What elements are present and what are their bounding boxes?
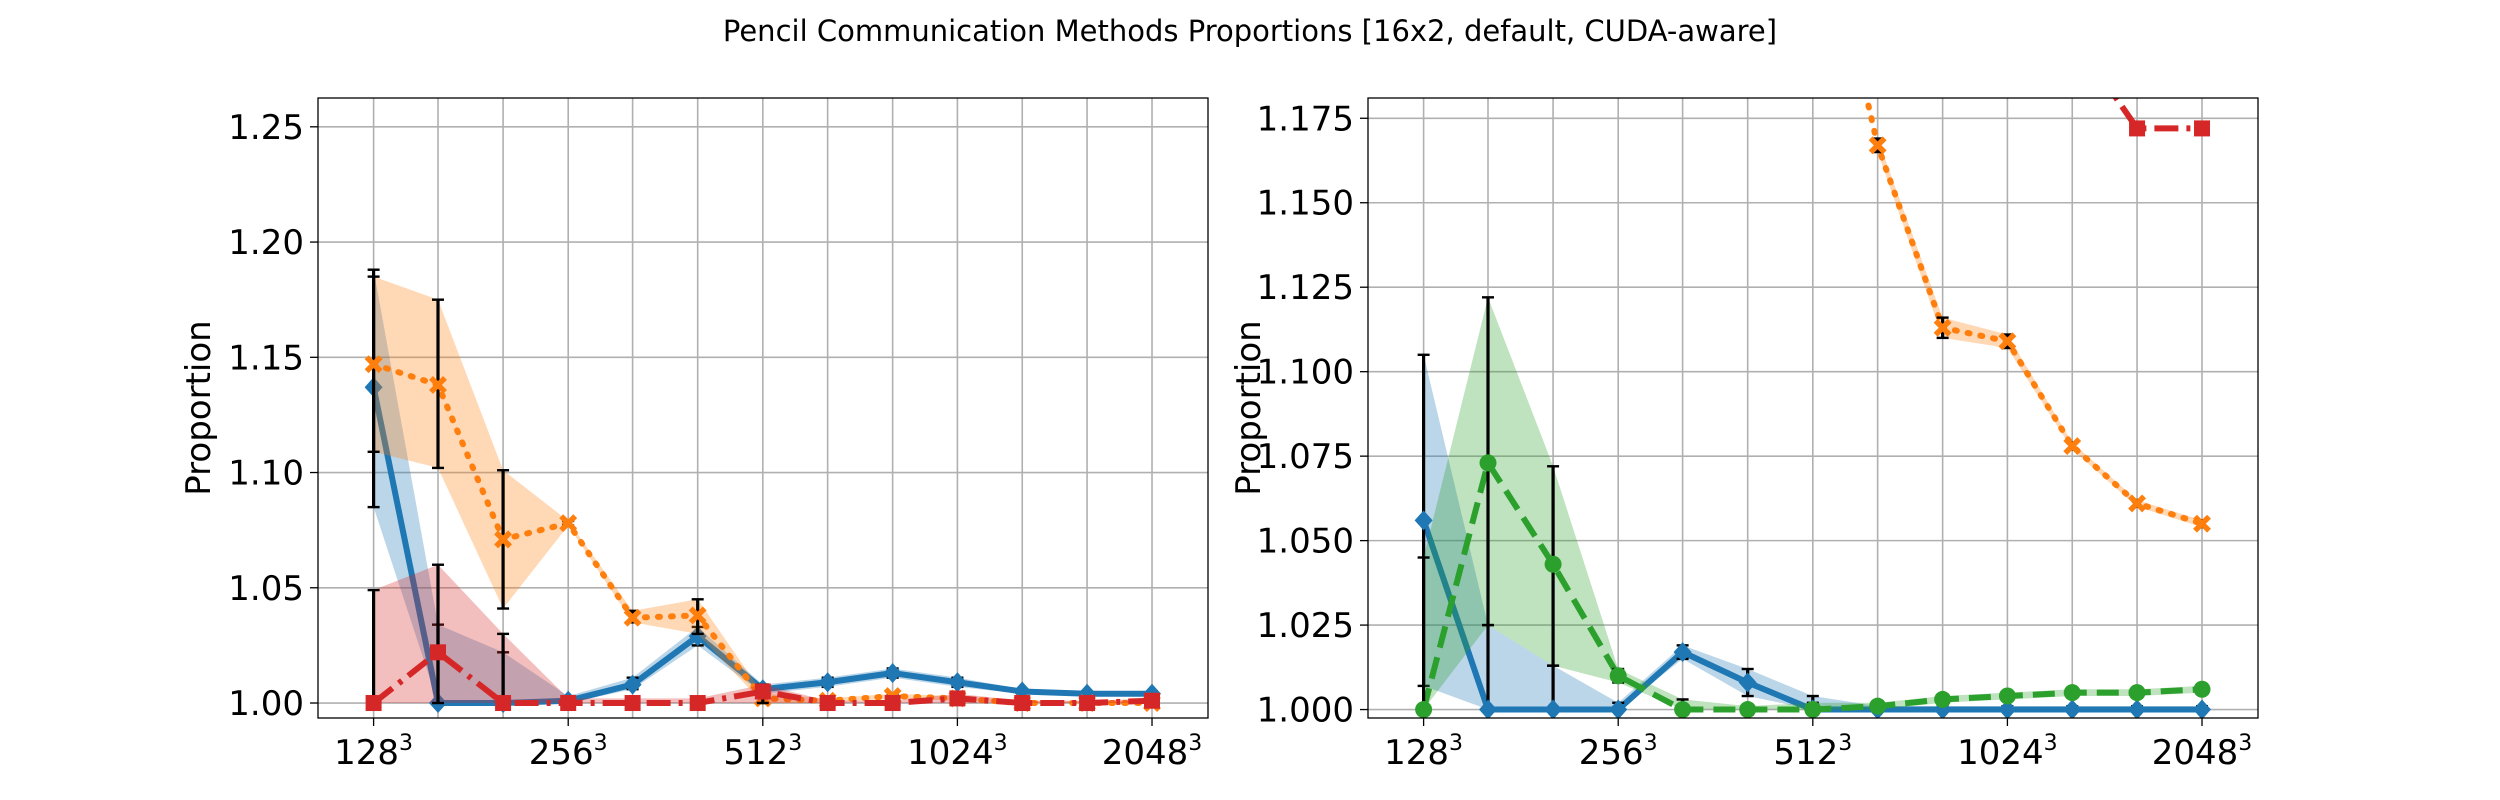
marker-diamond (2063, 699, 2082, 718)
y-tick-label: 1.05 (228, 569, 304, 609)
marker-circle (1869, 697, 1887, 715)
marker-x (364, 355, 383, 374)
marker-diamond (2193, 699, 2212, 718)
marker-diamond (1544, 699, 1563, 718)
marker-circle (2128, 684, 2146, 702)
y-tick-label: 1.125 (1257, 268, 1354, 308)
marker-square (624, 695, 641, 712)
right-panel: 1.000 1.025 1.050 1.075 1.100 1.125 1.150 1.175… (1229, 97, 2259, 773)
band-orange (1877, 138, 2203, 528)
series-red (365, 563, 1161, 712)
marker-x (2128, 494, 2147, 513)
marker-diamond (1738, 672, 1757, 693)
marker-x (1998, 332, 2017, 351)
y-tick-label: 1.25 (228, 108, 304, 148)
marker-circle (2063, 684, 2081, 702)
marker-square (560, 695, 577, 712)
x-tick-label: 5123 (1773, 731, 1852, 773)
marker-x (688, 606, 707, 625)
marker-x (623, 608, 642, 627)
y-tick-label: 1.100 (1257, 353, 1354, 393)
x-tick-label: 10243 (1957, 731, 2058, 773)
x-tick-label: 1283 (334, 731, 413, 773)
marker-square (1144, 692, 1161, 709)
marker-diamond (948, 672, 967, 693)
y-tick-label: 1.050 (1257, 522, 1354, 562)
marker-x (494, 530, 513, 549)
x-tick-label: 20483 (2152, 731, 2253, 773)
marker-circle (1674, 701, 1692, 718)
x-tick-label: 2563 (1579, 731, 1658, 773)
marker-diamond (2128, 699, 2147, 718)
marker-circle (1609, 667, 1627, 685)
marker-square (2129, 120, 2146, 137)
marker-x (2193, 514, 2211, 533)
marker-square (495, 695, 512, 712)
marker-diamond (623, 674, 642, 695)
figure-title: Pencil Communication Methods Proportions… (722, 14, 1778, 48)
band-green (1423, 297, 2203, 710)
marker-square (1079, 695, 1096, 712)
series-red (2112, 98, 2211, 137)
y-axis-label: Proportion (179, 320, 219, 495)
marker-square (884, 695, 901, 712)
marker-square (2194, 120, 2211, 137)
y-tick-label: 1.10 (228, 454, 304, 494)
y-tick-label: 1.075 (1257, 437, 1354, 477)
marker-circle (1739, 701, 1757, 718)
series-green (1415, 296, 2211, 718)
marker-diamond (883, 663, 902, 684)
y-tick-label: 1.00 (228, 684, 304, 724)
error-bar (432, 563, 445, 705)
marker-square (430, 644, 447, 661)
y-tick-label: 1.15 (228, 338, 304, 378)
y-axis-label: Proportion (1229, 320, 1269, 495)
marker-x (1933, 318, 1952, 337)
marker-diamond (1414, 510, 1433, 531)
marker-circle (1998, 687, 2016, 705)
y-tick-label: 1.175 (1257, 99, 1354, 139)
marker-x (429, 376, 447, 394)
x-tick-label: 2563 (529, 731, 608, 773)
marker-diamond (688, 626, 707, 647)
marker-circle (1479, 454, 1497, 472)
marker-x (2063, 437, 2082, 455)
y-tick-label: 1.000 (1257, 691, 1354, 731)
marker-x (1868, 136, 1887, 155)
y-tick-label: 1.150 (1257, 184, 1354, 224)
y-tick-label: 1.20 (228, 223, 304, 263)
marker-diamond (1933, 699, 1952, 718)
marker-x (559, 514, 578, 533)
y-tick-label: 1.025 (1257, 606, 1354, 646)
x-tick-label: 10243 (907, 731, 1008, 773)
plot-area (1414, 98, 2212, 718)
marker-diamond (1673, 642, 1692, 663)
marker-circle (1934, 690, 1952, 708)
left-panel: 1.00 1.05 1.10 1.15 1.20 1.25 1283 2563 5123 1024… (179, 97, 1209, 773)
marker-square (754, 683, 771, 700)
marker-diamond (818, 672, 837, 693)
band-blue (1423, 354, 2203, 710)
marker-circle (1544, 555, 1562, 573)
marker-diamond (1479, 699, 1498, 718)
marker-circle (1804, 701, 1822, 718)
marker-square (689, 695, 706, 712)
series-orange (1863, 98, 2211, 533)
marker-square (819, 695, 836, 712)
marker-circle (1415, 701, 1433, 718)
marker-circle (2193, 680, 2211, 698)
x-tick-label: 5123 (723, 731, 802, 773)
x-tick-label: 1283 (1384, 731, 1463, 773)
marker-square (365, 695, 382, 712)
band-red (373, 564, 1153, 704)
plot-area (364, 268, 1162, 714)
marker-diamond (1998, 699, 2017, 718)
marker-square (1014, 695, 1031, 712)
x-tick-label: 20483 (1102, 731, 1203, 773)
marker-diamond (1609, 699, 1628, 718)
marker-square (949, 690, 966, 707)
